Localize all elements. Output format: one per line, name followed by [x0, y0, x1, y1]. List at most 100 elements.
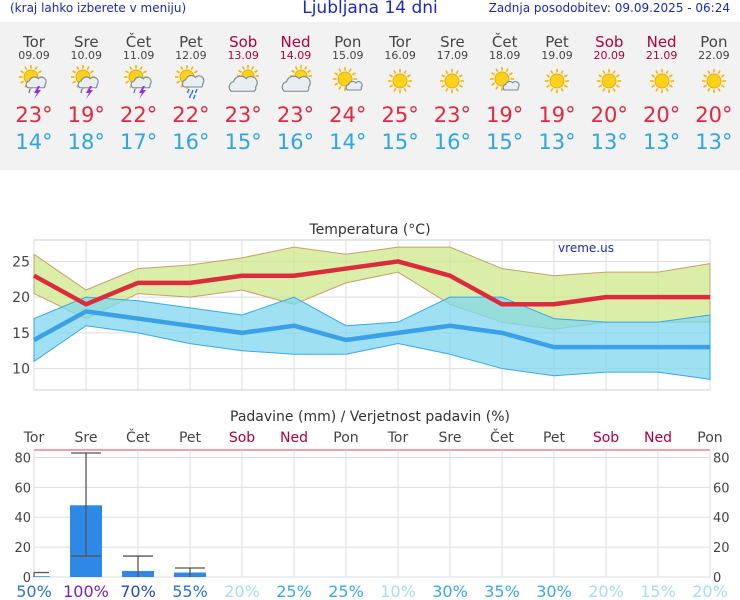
day-name: Ned [280, 33, 311, 51]
day-date: 14.09 [279, 49, 312, 62]
probability-label: 100% [63, 582, 109, 600]
max-temperature: 19° [486, 103, 524, 127]
sun-shape [388, 69, 413, 93]
max-temperature: 22° [119, 103, 158, 127]
probability-label: 25% [276, 582, 312, 600]
max-temperature: 25° [381, 103, 419, 127]
day-column: Tor 09.09 23° 14° [8, 22, 60, 153]
day-date: 09.09 [18, 49, 50, 62]
sun-small-cloud-icon [322, 62, 374, 100]
max-temperature: 20° [642, 103, 681, 127]
day-column: Čet 11.09 22° 17° [113, 22, 165, 153]
min-temperature: 13° [695, 130, 733, 154]
x-tick-label: Sob [593, 430, 619, 446]
min-temperature: 13° [642, 130, 681, 154]
max-temperature: 19° [67, 103, 105, 127]
lightning-shape [86, 86, 94, 99]
max-temperature: 23° [224, 103, 262, 127]
precipitation-bar [34, 576, 50, 577]
lightning-shape [138, 86, 146, 99]
max-temperature: 20° [695, 103, 733, 127]
sun-shape [649, 69, 674, 93]
menu-hint: (kraj lahko izberete v meniju) [10, 1, 187, 15]
x-tick-label: Pet [179, 430, 202, 446]
min-temperature-line [32, 309, 710, 350]
sun-cloud-thunder-icon [60, 62, 112, 100]
day-name: Pon [700, 33, 728, 51]
cloud-shape [502, 80, 520, 91]
day-date: 11.09 [122, 49, 155, 62]
sun-icon [426, 62, 478, 100]
day-date: 17.09 [436, 49, 469, 62]
sun-shape [489, 67, 514, 91]
day-column: Sob 13.09 23° 15° [217, 22, 269, 153]
min-temperature: 15° [381, 130, 419, 154]
day-name: Pet [179, 33, 203, 51]
day-name: Čet [491, 33, 518, 51]
sun-cloud-thunder-icon [113, 62, 165, 100]
day-date: 10.09 [70, 49, 103, 62]
y-tick-label: 15 [12, 326, 30, 342]
day-date: 13.09 [227, 49, 259, 62]
day-name: Pet [545, 33, 569, 51]
min-temperature: 15° [486, 130, 524, 154]
y-tick-label-left: 60 [14, 481, 31, 496]
day-column: Sre 17.09 23° 16° [426, 22, 478, 153]
x-tick-label: Sre [75, 430, 98, 446]
sun-small-cloud-icon [479, 62, 531, 100]
cloudy-sun-icon [270, 62, 322, 100]
day-name: Tor [23, 33, 45, 51]
probability-label: 55% [172, 582, 208, 600]
precipitation-chart: Padavine (mm) / Verjetnost padavin (%) To… [14, 409, 730, 600]
day-column: Pon 15.09 24° 14° [322, 22, 374, 153]
day-name: Sob [229, 33, 258, 51]
day-date: 12.09 [175, 49, 207, 62]
min-temperature: 15° [224, 130, 262, 154]
probability-label: 70% [120, 582, 156, 600]
cloudy-sun-icon [217, 62, 269, 100]
min-temperature: 17° [119, 130, 158, 154]
probability-label: 30% [536, 582, 572, 600]
day-name: Ned [646, 33, 677, 51]
day-column: Pet 19.09 19° 13° [531, 22, 583, 153]
sun-icon [688, 62, 740, 100]
sun-cloud-rain-icon [165, 62, 217, 100]
chart-title: Temperatura (°C) [308, 222, 430, 238]
y-tick-label-right: 40 [713, 511, 730, 526]
cloud-shape [281, 75, 311, 92]
day-date: 22.09 [698, 49, 730, 62]
chart-title: Padavine (mm) / Verjetnost padavin (%) [230, 409, 510, 425]
sun-icon [583, 62, 635, 100]
min-temperature: 13° [538, 130, 576, 154]
cloud-shape [345, 80, 363, 91]
x-tick-label: Pon [697, 430, 722, 446]
y-tick-label-right: 80 [713, 451, 730, 466]
day-date: 15.09 [332, 49, 364, 62]
probability-label: 20% [588, 582, 624, 600]
sun-shape [597, 69, 622, 93]
temperature-chart: Temperatura (°C) 10 15 20 25 vreme.us [12, 222, 711, 391]
max-temperature: 24° [329, 103, 367, 127]
sun-cloud-thunder-icon [8, 62, 60, 100]
day-column: Čet 18.09 19° 15° [479, 22, 531, 153]
forecast-strip: Tor 09.09 23° 14° Sre 10.09 19° 18° Čet 11.09 22° 1… [0, 22, 740, 170]
day-date: 16.09 [384, 49, 416, 62]
day-date: 21.09 [645, 49, 678, 62]
max-temperature: 23° [433, 103, 471, 127]
y-tick-label-left: 0 [23, 571, 31, 586]
lightning-shape [34, 86, 41, 99]
y-tick-label-right: 0 [713, 571, 721, 586]
last-update: Zadnja posodobitev: 09.09.2025 - 06:24 [488, 1, 730, 15]
y-tick-label-left: 40 [14, 511, 31, 526]
y-tick-label-left: 80 [14, 451, 31, 466]
day-column: Ned 21.09 20° 13° [636, 22, 688, 153]
y-tick-label: 20 [12, 290, 30, 306]
cloud-shape [130, 76, 152, 89]
cloud-shape [77, 76, 99, 89]
x-tick-label: Pon [333, 430, 358, 446]
day-date: 19.09 [541, 49, 573, 62]
sun-icon [636, 62, 688, 100]
cloud-shape [25, 76, 47, 89]
probability-label: 20% [692, 582, 728, 600]
x-tick-label: Tor [387, 430, 409, 446]
